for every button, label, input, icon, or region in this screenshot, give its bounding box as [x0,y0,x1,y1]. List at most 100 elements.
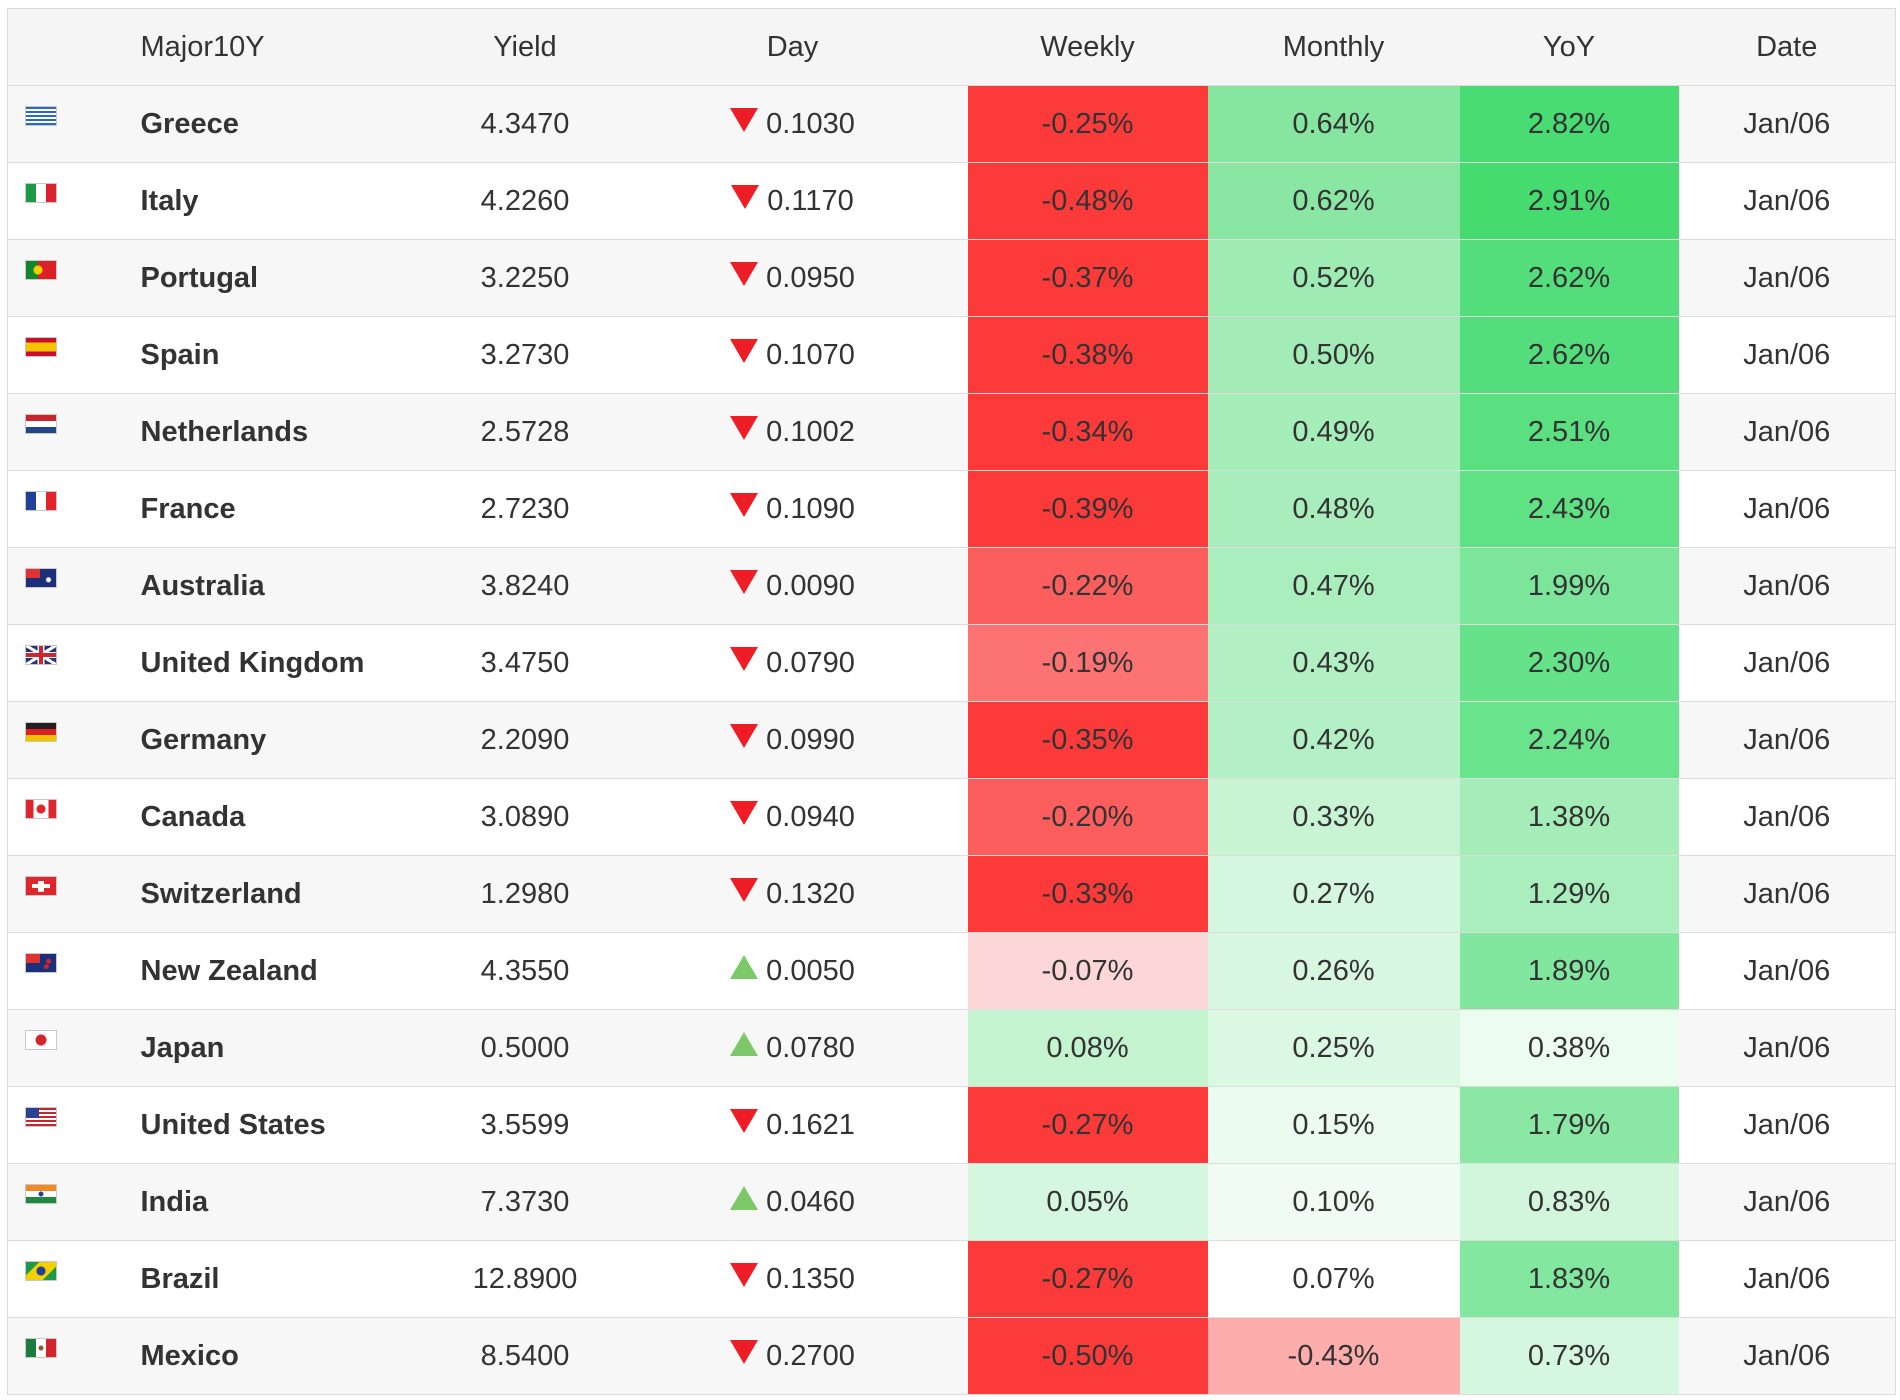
yield-value: 3.5599 [432,1086,618,1164]
table-row[interactable]: United Kingdom 3.4750 0.0790 -0.19% 0.43% 2.3… [7,624,1896,702]
yoy-change-value: 1.29% [1459,855,1679,933]
day-change-cell: 0.0790 [617,624,968,702]
yoy-change-value: 1.99% [1459,547,1679,625]
yoy-change-value: 2.62% [1459,316,1679,394]
day-change-cell: 0.0780 [617,1009,968,1087]
country-name-link[interactable]: Greece [132,85,433,163]
date-value: Jan/06 [1678,547,1896,625]
flag-cell [7,470,133,548]
triangle-down-icon [730,724,759,749]
table-row[interactable]: Australia 3.8240 0.0090 -0.22% 0.47% 1.99% Jan… [7,547,1896,625]
weekly-change-value: 0.05% [967,1163,1208,1241]
date-value: Jan/06 [1678,778,1896,856]
date-value: Jan/06 [1678,1240,1896,1318]
yoy-change-value: 1.79% [1459,1086,1679,1164]
brazil-flag-icon [25,1261,57,1281]
table-row[interactable]: Canada 3.0890 0.0940 -0.20% 0.33% 1.38% Jan/06 [7,778,1896,856]
country-name-link[interactable]: Italy [132,162,433,240]
flag-cell [7,1317,133,1395]
country-name-link[interactable]: Brazil [132,1240,433,1318]
table-row[interactable]: Brazil 12.8900 0.1350 -0.27% 0.07% 1.83% Jan/0… [7,1240,1896,1318]
weekly-change-value: -0.20% [967,778,1208,856]
portugal-flag-icon [25,260,57,280]
yoy-change-value: 2.51% [1459,393,1679,471]
monthly-change-value: 0.49% [1207,393,1460,471]
yield-value: 1.2980 [432,855,618,933]
country-name-link[interactable]: India [132,1163,433,1241]
day-change-value: 0.1320 [766,877,855,910]
date-value: Jan/06 [1678,932,1896,1010]
day-change-cell: 0.1350 [617,1240,968,1318]
table-row[interactable]: New Zealand 4.3550 0.0050 -0.07% 0.26% 1.89% J… [7,932,1896,1010]
yield-value: 3.2250 [432,239,618,317]
country-name-link[interactable]: Netherlands [132,393,433,471]
table-row[interactable]: Switzerland 1.2980 0.1320 -0.33% 0.27% 1.29% J… [7,855,1896,933]
triangle-down-icon [731,185,760,210]
weekly-change-value: -0.38% [967,316,1208,394]
country-name-link[interactable]: Spain [132,316,433,394]
day-change-value: 0.1621 [766,1108,855,1141]
table-row[interactable]: Spain 3.2730 0.1070 -0.38% 0.50% 2.62% Jan/06 [7,316,1896,394]
yoy-column-header[interactable]: YoY [1459,8,1679,86]
yield-value: 8.5400 [432,1317,618,1395]
yield-value: 3.4750 [432,624,618,702]
table-row[interactable]: India 7.3730 0.0460 0.05% 0.10% 0.83% Jan/06 [7,1163,1896,1241]
italy-flag-icon [25,183,57,203]
day-column-header[interactable]: Day [617,8,968,86]
yoy-change-value: 0.83% [1459,1163,1679,1241]
monthly-column-header[interactable]: Monthly [1207,8,1460,86]
day-change-value: 0.0460 [766,1185,855,1218]
monthly-change-value: 0.10% [1207,1163,1460,1241]
date-value: Jan/06 [1678,1163,1896,1241]
country-name-link[interactable]: Mexico [132,1317,433,1395]
country-name-link[interactable]: Germany [132,701,433,779]
table-row[interactable]: Germany 2.2090 0.0990 -0.35% 0.42% 2.24% Jan/0… [7,701,1896,779]
table-row[interactable]: Netherlands 2.5728 0.1002 -0.34% 0.49% 2.51% J… [7,393,1896,471]
weekly-change-value: -0.22% [967,547,1208,625]
monthly-change-value: 0.52% [1207,239,1460,317]
weekly-change-value: -0.34% [967,393,1208,471]
table-row[interactable]: Japan 0.5000 0.0780 0.08% 0.25% 0.38% Jan/06 [7,1009,1896,1087]
date-column-header[interactable]: Date [1678,8,1896,86]
weekly-change-value: -0.19% [967,624,1208,702]
date-value: Jan/06 [1678,85,1896,163]
country-name-link[interactable]: Switzerland [132,855,433,933]
date-value: Jan/06 [1678,470,1896,548]
table-row[interactable]: Mexico 8.5400 0.2700 -0.50% -0.43% 0.73% Jan/0… [7,1317,1896,1395]
yield-value: 12.8900 [432,1240,618,1318]
country-name-link[interactable]: United States [132,1086,433,1164]
weekly-change-value: 0.08% [967,1009,1208,1087]
table-row[interactable]: Italy 4.2260 0.1170 -0.48% 0.62% 2.91% Jan/06 [7,162,1896,240]
table-row[interactable]: United States 3.5599 0.1621 -0.27% 0.15% 1.79… [7,1086,1896,1164]
triangle-down-icon [730,339,759,364]
country-name-link[interactable]: Japan [132,1009,433,1087]
flag-cell [7,701,133,779]
date-value: Jan/06 [1678,239,1896,317]
table-row[interactable]: Portugal 3.2250 0.0950 -0.37% 0.52% 2.62% Jan/… [7,239,1896,317]
table-row[interactable]: Greece 4.3470 0.1030 -0.25% 0.64% 2.82% Jan/06 [7,85,1896,163]
weekly-change-value: -0.33% [967,855,1208,933]
weekly-column-header[interactable]: Weekly [967,8,1208,86]
flag-column-header [7,8,133,86]
triangle-down-icon [730,493,759,518]
major10y-column-header[interactable]: Major10Y [132,8,433,86]
country-name-link[interactable]: United Kingdom [132,624,433,702]
yield-column-header[interactable]: Yield [432,8,618,86]
day-change-value: 0.1090 [766,492,855,525]
flag-cell [7,1086,133,1164]
country-name-link[interactable]: Portugal [132,239,433,317]
country-name-link[interactable]: France [132,470,433,548]
country-name-link[interactable]: Canada [132,778,433,856]
yield-value: 2.2090 [432,701,618,779]
country-name-link[interactable]: New Zealand [132,932,433,1010]
yield-value: 0.5000 [432,1009,618,1087]
flag-cell [7,778,133,856]
yield-value: 4.3550 [432,932,618,1010]
table-row[interactable]: France 2.7230 0.1090 -0.39% 0.48% 2.43% Jan/06 [7,470,1896,548]
country-name-link[interactable]: Australia [132,547,433,625]
day-change-cell: 0.1030 [617,85,968,163]
yield-value: 2.5728 [432,393,618,471]
yield-value: 4.3470 [432,85,618,163]
india-flag-icon [25,1184,57,1204]
yoy-change-value: 0.73% [1459,1317,1679,1395]
